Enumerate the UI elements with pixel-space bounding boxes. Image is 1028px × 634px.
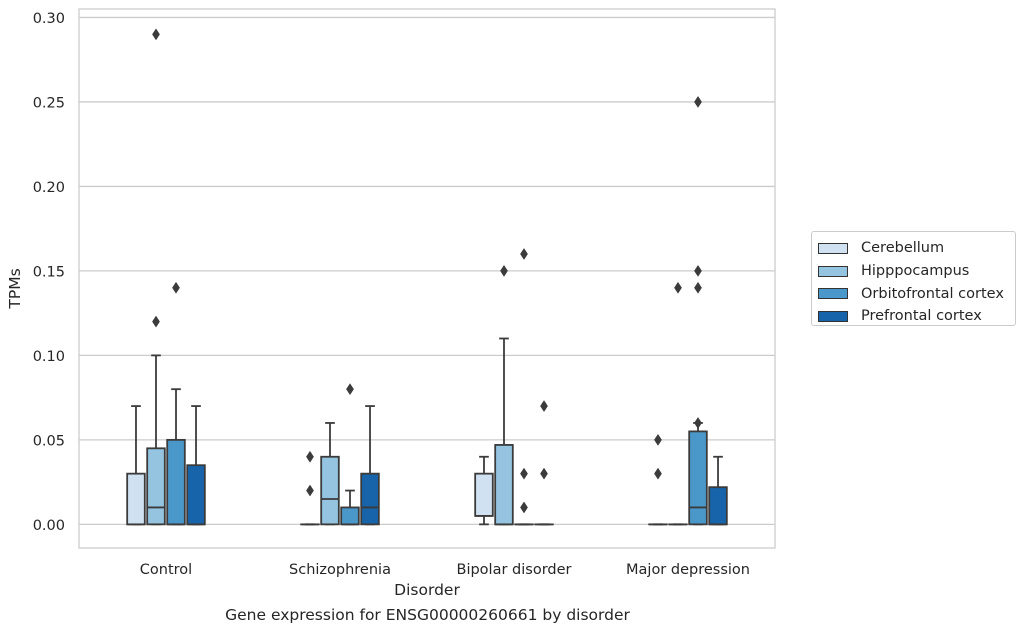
box-group (648, 433, 668, 526)
box (474, 472, 494, 517)
box-group (668, 281, 688, 526)
box-group (146, 28, 166, 526)
box (186, 464, 206, 526)
y-tick-label: 0.20 (33, 180, 65, 196)
outlier-point (306, 484, 314, 497)
box (360, 472, 380, 526)
y-tick-label: 0.25 (33, 95, 65, 111)
outlier-point (172, 281, 180, 294)
y-axis-label: TPMs (6, 268, 24, 309)
box (340, 506, 360, 526)
box (320, 455, 340, 526)
box-group (166, 281, 186, 526)
outlier-point (520, 467, 528, 480)
outlier-point (694, 281, 702, 294)
outlier-point (654, 433, 662, 446)
box-group (360, 405, 380, 526)
outlier-point (520, 248, 528, 260)
outlier-point (520, 501, 528, 514)
legend-label: Hipppocampus (861, 263, 970, 280)
legend-label: Orbitofrontal cortex (861, 285, 1004, 302)
outlier-point (694, 95, 702, 108)
box-group (474, 455, 494, 526)
box (494, 444, 514, 526)
box (688, 430, 708, 526)
outlier-point (654, 467, 662, 480)
y-tick-label: 0.05 (33, 433, 65, 449)
legend-swatch (818, 265, 848, 277)
legend-swatch (818, 242, 848, 254)
plot-frame (78, 8, 776, 549)
y-tick-label: 0.15 (33, 264, 65, 280)
chart-legend: Cerebellum Hipppocampus Orbitofrontal co… (811, 231, 1016, 326)
legend-swatch (818, 310, 848, 322)
box (146, 447, 166, 526)
x-tick-label: Schizophrenia (289, 562, 391, 578)
box-group (186, 405, 206, 526)
y-tick-labels: 0.00 0.05 0.10 0.15 0.20 0.25 0.30 (33, 11, 65, 534)
outlier-point (346, 383, 354, 396)
box-group (126, 405, 146, 526)
box-group (300, 450, 320, 526)
y-tick-label: 0.00 (33, 518, 65, 534)
gridlines (79, 16, 775, 525)
legend-item-cerebellum: Cerebellum (818, 237, 1015, 260)
outlier-point (674, 281, 682, 294)
outlier-point (540, 467, 548, 480)
box-group (708, 455, 728, 526)
outlier-point (306, 450, 314, 463)
box-group (320, 422, 340, 526)
outlier-point (152, 28, 160, 41)
box-group (514, 248, 534, 526)
x-tick-label: Control (140, 562, 192, 578)
legend-item-orbitofrontal-cortex: Orbitofrontal cortex (818, 282, 1015, 305)
outlier-point (540, 400, 548, 413)
box-group (340, 383, 360, 526)
outlier-point (694, 264, 702, 277)
box (126, 472, 146, 526)
legend-item-prefrontal-cortex: Prefrontal cortex (818, 305, 1015, 328)
outlier-point (152, 315, 160, 328)
legend-item-hippocampus: Hipppocampus (818, 260, 1015, 283)
box-group (534, 400, 554, 526)
box (708, 486, 728, 526)
legend-label: Prefrontal cortex (861, 308, 982, 325)
box-series (126, 28, 728, 526)
outlier-point (500, 264, 508, 277)
x-axis-label: Disorder (394, 581, 460, 599)
x-tick-label: Major depression (626, 562, 750, 578)
figure-caption: Gene expression for ENSG00000260661 by d… (225, 606, 630, 624)
outlier-point (694, 417, 702, 429)
box-group (688, 95, 708, 526)
legend-swatch (818, 288, 848, 300)
legend-label: Cerebellum (861, 240, 945, 257)
x-tick-label: Bipolar disorder (457, 562, 572, 578)
box (166, 438, 186, 526)
y-tick-label: 0.30 (33, 11, 65, 27)
box-group (494, 264, 514, 526)
y-tick-label: 0.10 (33, 349, 65, 365)
x-tick-labels: Control Schizophrenia Bipolar disorder Majo… (140, 562, 750, 578)
